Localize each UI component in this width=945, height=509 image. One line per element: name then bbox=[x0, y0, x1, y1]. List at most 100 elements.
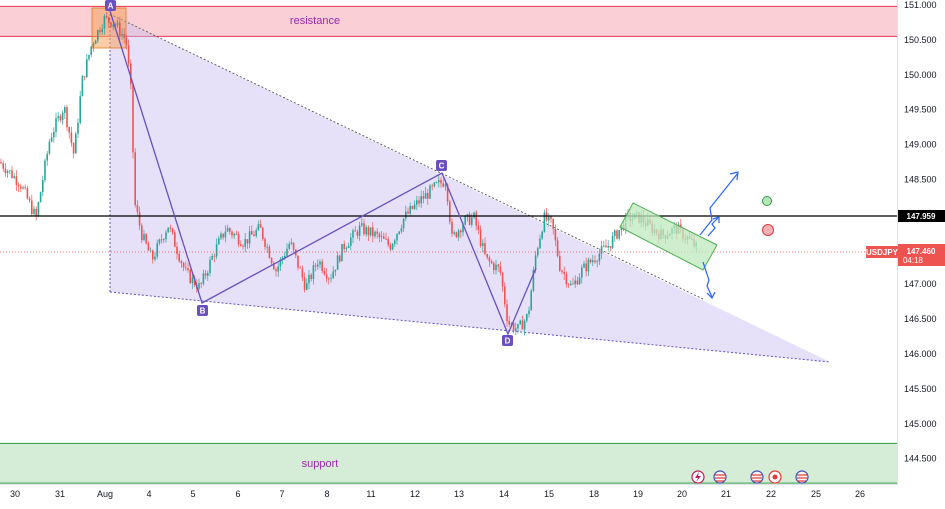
lightning-event-icon[interactable] bbox=[691, 470, 705, 484]
pattern-point-b-label: B bbox=[200, 307, 206, 316]
candle bbox=[88, 54, 90, 61]
candle bbox=[391, 242, 394, 251]
pattern-point-d-label: D bbox=[505, 337, 511, 346]
candle bbox=[204, 269, 207, 280]
candle bbox=[378, 231, 381, 243]
candle bbox=[174, 229, 176, 248]
candle bbox=[121, 28, 123, 40]
us-flag-icon[interactable] bbox=[713, 470, 727, 484]
candle bbox=[237, 231, 240, 248]
support-zone[interactable]: support bbox=[0, 442, 897, 484]
candle bbox=[301, 265, 304, 281]
candle bbox=[26, 186, 29, 200]
candle bbox=[609, 246, 612, 252]
candle bbox=[521, 315, 524, 330]
candle bbox=[185, 261, 187, 271]
candle bbox=[83, 75, 86, 81]
time-tick-label: 22 bbox=[766, 489, 776, 499]
candle bbox=[39, 191, 42, 203]
pattern-point-a-label: A bbox=[108, 2, 114, 11]
price-tick-label: 151.000 bbox=[904, 0, 937, 10]
candle bbox=[130, 59, 132, 90]
candle bbox=[611, 232, 614, 249]
pattern-point-c[interactable]: C bbox=[436, 160, 447, 171]
pattern-point-b[interactable]: B bbox=[197, 305, 208, 316]
arrow-up-long bbox=[699, 172, 739, 236]
candle bbox=[385, 232, 387, 240]
candle bbox=[92, 42, 95, 52]
record-event-icon[interactable] bbox=[768, 470, 782, 484]
candle bbox=[442, 178, 444, 188]
candle bbox=[416, 195, 418, 211]
price-tick-label: 147.000 bbox=[904, 279, 937, 289]
candle bbox=[493, 261, 495, 275]
candle bbox=[440, 176, 442, 188]
candle bbox=[358, 221, 361, 241]
candle bbox=[548, 212, 550, 227]
candle bbox=[457, 228, 460, 241]
candle bbox=[72, 142, 75, 159]
candle bbox=[292, 242, 295, 253]
candle bbox=[486, 253, 488, 260]
candle bbox=[413, 200, 416, 211]
candle bbox=[59, 114, 62, 123]
us-flag-icon[interactable] bbox=[750, 470, 764, 484]
candle bbox=[127, 39, 130, 67]
candle bbox=[6, 169, 9, 178]
candle bbox=[429, 183, 431, 200]
candle bbox=[222, 233, 224, 240]
candle bbox=[163, 238, 165, 243]
candle bbox=[559, 250, 561, 273]
reference-price-badge[interactable]: 147.959 bbox=[898, 210, 945, 222]
us-flag-icon[interactable] bbox=[795, 470, 809, 484]
candle bbox=[363, 219, 365, 237]
candle bbox=[306, 278, 308, 291]
candle bbox=[182, 261, 185, 272]
projection-arrows bbox=[699, 171, 739, 300]
candle bbox=[387, 236, 389, 248]
green-marker[interactable] bbox=[762, 196, 772, 206]
candle bbox=[191, 273, 194, 290]
candle bbox=[596, 259, 598, 268]
resistance-label: resistance bbox=[290, 15, 340, 27]
candle bbox=[598, 248, 601, 265]
abcd-pattern-line[interactable] bbox=[109, 10, 537, 336]
candle bbox=[328, 277, 330, 285]
candle bbox=[290, 238, 293, 246]
pattern-point-d[interactable]: D bbox=[502, 335, 513, 346]
candle bbox=[35, 206, 37, 221]
candle bbox=[134, 148, 136, 208]
candle bbox=[270, 257, 273, 266]
candle bbox=[224, 225, 227, 243]
candle bbox=[248, 225, 251, 249]
candle bbox=[187, 263, 189, 273]
candle bbox=[31, 194, 33, 216]
candle bbox=[178, 250, 180, 263]
current-price-badge[interactable]: 147.460 04:18 bbox=[898, 244, 945, 266]
symbol-badge[interactable]: USDJPY bbox=[866, 246, 899, 258]
candle bbox=[372, 222, 374, 243]
candle bbox=[398, 231, 400, 235]
price-tick-label: 146.500 bbox=[904, 314, 937, 324]
candle bbox=[411, 205, 414, 210]
flag-channel[interactable] bbox=[619, 202, 718, 271]
candle bbox=[325, 268, 328, 283]
pattern-point-a[interactable]: A bbox=[105, 0, 116, 11]
candle bbox=[435, 181, 438, 184]
candle bbox=[123, 28, 125, 44]
candle bbox=[149, 247, 152, 252]
candle bbox=[600, 240, 603, 260]
candle bbox=[268, 244, 271, 259]
red-marker[interactable] bbox=[762, 224, 774, 236]
candle bbox=[528, 306, 530, 318]
candle bbox=[396, 233, 398, 245]
candle bbox=[567, 283, 570, 288]
resistance-zone[interactable]: resistance bbox=[0, 5, 897, 37]
candle bbox=[218, 235, 220, 245]
candle bbox=[460, 229, 462, 239]
time-tick-label: 6 bbox=[235, 489, 240, 499]
candle bbox=[451, 218, 453, 238]
candle bbox=[244, 233, 246, 253]
triangle-lower-trendline[interactable] bbox=[109, 291, 831, 363]
